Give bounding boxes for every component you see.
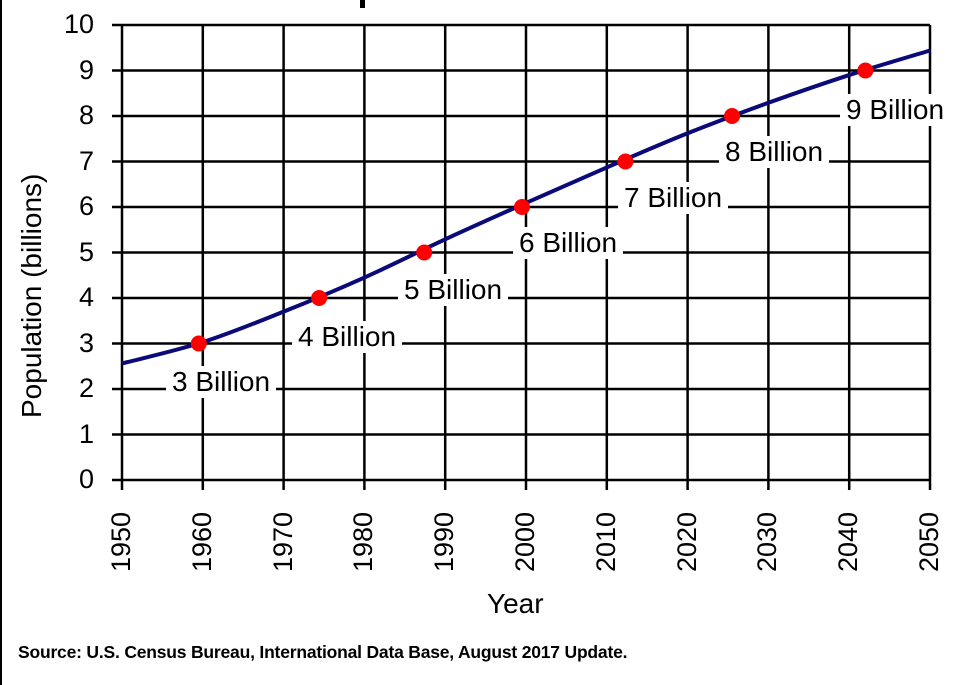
y-tick-label: 8 — [78, 100, 94, 130]
y-axis-label: Population (billions) — [16, 173, 47, 418]
y-tick-label: 0 — [78, 464, 94, 494]
x-tick-label: 1980 — [348, 511, 379, 572]
x-axis-label: Year — [487, 588, 544, 619]
title-fragment — [360, 0, 365, 8]
milestone-label: 8 Billion — [719, 136, 830, 168]
milestone-label: 3 Billion — [166, 366, 277, 398]
x-tick-label: 2050 — [914, 511, 944, 572]
milestone-label: 7 Billion — [618, 182, 729, 214]
y-tick-label: 1 — [78, 418, 94, 449]
y-tick-label: 9 — [78, 54, 94, 85]
y-tick-label: 5 — [78, 236, 94, 267]
y-tick-label: 7 — [78, 145, 94, 176]
x-tick-label: 2010 — [590, 511, 621, 572]
x-tick-label: 1990 — [429, 511, 460, 572]
x-tick-label: 2030 — [752, 511, 783, 572]
x-tick-label: 1970 — [267, 511, 298, 572]
milestone-label: 4 Billion — [292, 321, 403, 353]
milestone-label: 6 Billion — [513, 227, 624, 259]
y-tick-label: 4 — [78, 282, 94, 312]
x-tick-label: 1960 — [186, 511, 217, 572]
milestone-label: 9 Billion — [840, 94, 951, 126]
x-tick-label: 2000 — [510, 511, 540, 572]
y-tick-label: 2 — [78, 373, 94, 403]
y-tick-label: 10 — [63, 9, 94, 39]
frame-border — [0, 0, 2, 685]
x-tick-label: 2040 — [833, 511, 864, 572]
x-tick-label: 2020 — [671, 511, 702, 572]
y-tick-label: 3 — [78, 327, 94, 358]
y-tick-label: 6 — [78, 191, 94, 221]
source-note: Source: U.S. Census Bureau, Internationa… — [18, 642, 628, 662]
milestone-label: 5 Billion — [398, 274, 509, 306]
x-tick-label: 1950 — [106, 511, 136, 572]
